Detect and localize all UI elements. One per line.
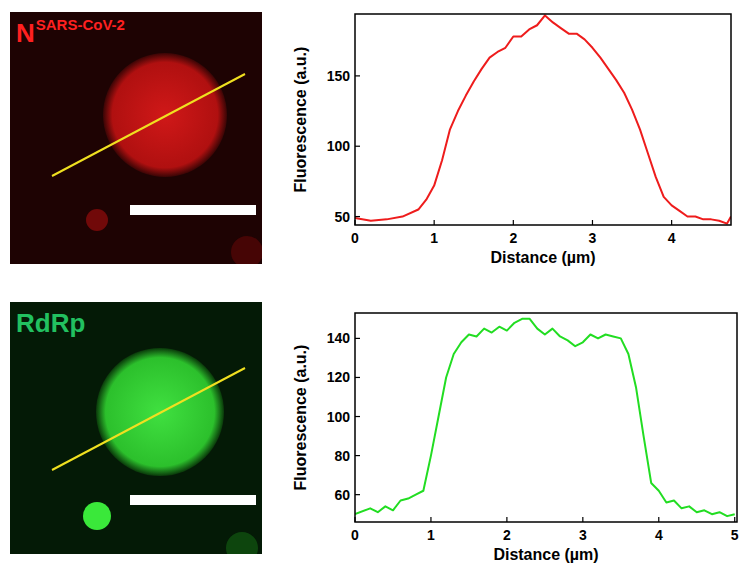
x-tick bbox=[506, 517, 507, 522]
plot-area bbox=[355, 319, 735, 516]
y-tick-label: 50 bbox=[334, 209, 350, 225]
x-tick bbox=[354, 517, 355, 522]
y-tick-label: 80 bbox=[334, 448, 350, 464]
y-tick-label: 100 bbox=[327, 138, 351, 154]
y-tick bbox=[355, 338, 360, 339]
x-tick bbox=[671, 220, 672, 225]
y-tick-label: 150 bbox=[327, 68, 351, 84]
x-tick bbox=[734, 517, 735, 522]
x-tick-label: 3 bbox=[589, 230, 597, 246]
droplet bbox=[226, 532, 258, 554]
x-tick-label: 4 bbox=[655, 527, 663, 543]
y-tick bbox=[355, 416, 360, 417]
profile-line bbox=[52, 74, 245, 176]
image-label: RdRp bbox=[16, 308, 85, 338]
axes-frame bbox=[355, 14, 731, 225]
droplet bbox=[103, 53, 227, 177]
figure: NSARS-CoV-2RdRp0123450100150Distance (µm… bbox=[0, 0, 742, 581]
axes-frame bbox=[355, 313, 737, 522]
x-tick bbox=[513, 220, 514, 225]
y-tick-label: 140 bbox=[327, 330, 351, 346]
x-tick-label: 5 bbox=[731, 527, 739, 543]
profile-trace bbox=[355, 319, 735, 516]
x-tick bbox=[658, 517, 659, 522]
plot-area bbox=[355, 15, 731, 223]
y-tick bbox=[355, 377, 360, 378]
x-axis-title: Distance (µm) bbox=[493, 546, 598, 563]
image-label-superscript: SARS-CoV-2 bbox=[36, 16, 125, 33]
y-axis-title: Fluorescence (a.u.) bbox=[292, 47, 309, 193]
x-axis-title: Distance (µm) bbox=[490, 249, 595, 266]
x-tick-label: 0 bbox=[351, 230, 359, 246]
x-tick bbox=[582, 517, 583, 522]
x-tick-label: 1 bbox=[430, 230, 438, 246]
x-tick-label: 1 bbox=[427, 527, 435, 543]
image-background bbox=[10, 302, 262, 554]
y-tick bbox=[355, 75, 360, 76]
y-tick-label: 60 bbox=[334, 487, 350, 503]
x-tick-label: 4 bbox=[668, 230, 676, 246]
y-tick bbox=[355, 494, 360, 495]
image-label: N bbox=[16, 18, 35, 48]
x-tick bbox=[592, 220, 593, 225]
line-chart: 0 1 2 3 4 50 100 150 Distance (µm) Fluorescence (… bbox=[292, 14, 731, 266]
micrograph bbox=[10, 12, 262, 264]
y-tick-label: 100 bbox=[327, 409, 351, 425]
line-chart: 0 1 2 3 4 5 60 80 100 120 140 Distance (µm) Fluoresc… bbox=[292, 313, 739, 563]
y-tick-label: 120 bbox=[327, 369, 351, 385]
x-tick-label: 2 bbox=[509, 230, 517, 246]
x-tick bbox=[434, 220, 435, 225]
image-background bbox=[10, 12, 262, 264]
x-tick bbox=[354, 220, 355, 225]
x-tick-label: 2 bbox=[503, 527, 511, 543]
y-tick bbox=[355, 455, 360, 456]
x-tick-label: 3 bbox=[579, 527, 587, 543]
droplet bbox=[83, 502, 111, 530]
droplet bbox=[86, 209, 108, 231]
micrograph bbox=[10, 302, 262, 554]
profile-line bbox=[52, 368, 245, 470]
profile-trace bbox=[355, 15, 731, 223]
x-tick bbox=[430, 517, 431, 522]
x-tick-label: 0 bbox=[351, 527, 359, 543]
y-axis-title: Fluorescence (a.u.) bbox=[292, 345, 309, 491]
scale-bar bbox=[130, 205, 256, 215]
droplet bbox=[231, 236, 262, 264]
y-tick bbox=[355, 146, 360, 147]
scale-bar bbox=[130, 495, 256, 505]
y-tick bbox=[355, 216, 360, 217]
